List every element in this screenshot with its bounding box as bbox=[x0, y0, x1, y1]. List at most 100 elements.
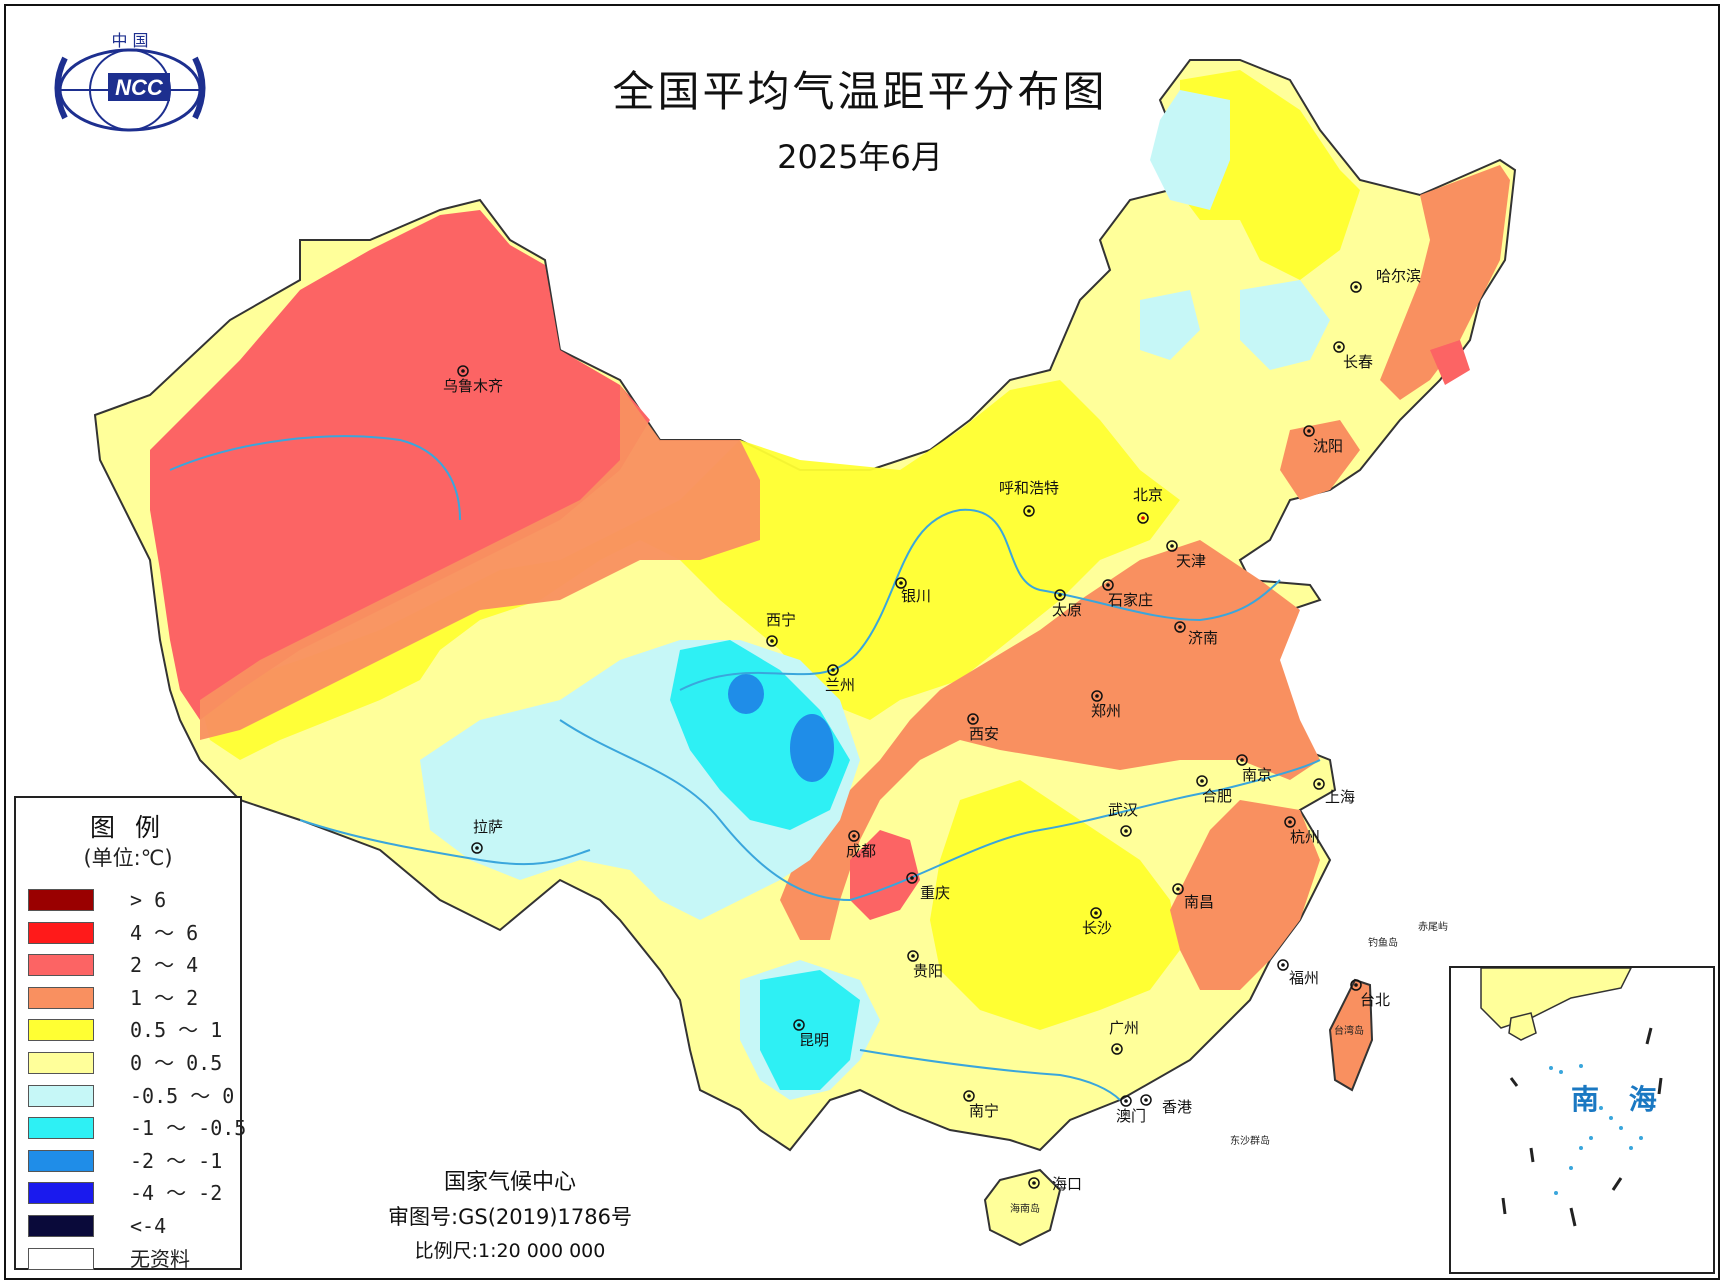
legend-label: -1 ～ -0.5 bbox=[130, 1116, 247, 1141]
zone-neg1-neg0p5-qinghai bbox=[670, 640, 850, 830]
city-label: 西安 bbox=[969, 725, 999, 743]
zone-0p5-1-north bbox=[200, 380, 1180, 760]
city-marker: 广州 bbox=[1109, 1019, 1139, 1055]
city-label: 南京 bbox=[1242, 766, 1272, 784]
city-marker: 长沙 bbox=[1082, 907, 1112, 937]
legend-row: -1 ～ -0.5 bbox=[28, 1114, 246, 1142]
city-label: 重庆 bbox=[920, 884, 950, 902]
city-marker: 呼和浩特 bbox=[999, 479, 1059, 517]
map-frame bbox=[4, 4, 1720, 1280]
island-label: 钓鱼岛 bbox=[1368, 936, 1398, 949]
city-marker: 福州 bbox=[1277, 959, 1319, 987]
logo-mark-text: NCC bbox=[115, 75, 164, 100]
city-label: 成都 bbox=[846, 842, 876, 860]
legend-row: <-4 bbox=[28, 1212, 238, 1240]
logo-top-text: 中 国 bbox=[111, 31, 148, 50]
city-marker: 兰州 bbox=[825, 664, 855, 694]
zone-1-2-northeast bbox=[1380, 165, 1510, 400]
legend-swatch bbox=[28, 1149, 94, 1172]
city-marker: 合肥 bbox=[1196, 775, 1232, 805]
island-label: 海南岛 bbox=[1010, 1202, 1040, 1215]
city-label: 北京 bbox=[1133, 486, 1163, 504]
zone-2-4-xinjiang bbox=[150, 210, 650, 720]
city-label: 澳门 bbox=[1116, 1107, 1146, 1125]
city-marker: 南宁 bbox=[963, 1090, 999, 1120]
city-marker: 太原 bbox=[1052, 589, 1082, 619]
legend-swatch bbox=[28, 986, 94, 1009]
city-marker: 哈尔滨 bbox=[1350, 267, 1421, 293]
city-label: 台北 bbox=[1360, 991, 1390, 1009]
taiwan-island bbox=[1328, 978, 1374, 1092]
city-marker: 石家庄 bbox=[1102, 579, 1153, 609]
city-marker: 重庆 bbox=[906, 872, 950, 902]
zone-1-2-central bbox=[780, 540, 1320, 940]
legend-unit: (单位:℃) bbox=[83, 846, 173, 870]
city-label: 长沙 bbox=[1082, 919, 1112, 937]
south-china-sea-inset: 南 海 bbox=[1449, 966, 1715, 1274]
legend-swatch bbox=[28, 921, 94, 944]
legend-label: 2 ～ 4 bbox=[130, 953, 199, 978]
city-label: 哈尔滨 bbox=[1376, 267, 1421, 285]
legend-row: -2 ～ -1 bbox=[28, 1147, 238, 1175]
legend-swatch bbox=[28, 1019, 94, 1042]
city-label: 西宁 bbox=[766, 611, 796, 629]
city-marker: 济南 bbox=[1174, 621, 1218, 647]
legend-label: 4 ～ 6 bbox=[130, 920, 199, 945]
zone-neg0p5-0-northeast-plain bbox=[1240, 280, 1330, 370]
city-label: 福州 bbox=[1289, 969, 1319, 987]
credit-organization: 国家气候中心 bbox=[443, 1170, 576, 1195]
city-marker: 杭州 bbox=[1284, 816, 1320, 846]
legend-swatch bbox=[28, 1052, 94, 1074]
zone-2-4-jilin bbox=[1430, 340, 1470, 385]
city-marker: 成都 bbox=[846, 830, 876, 860]
yangtze-river bbox=[559, 719, 1321, 902]
city-marker: 贵阳 bbox=[907, 950, 943, 980]
zone-1-2-northwest bbox=[200, 385, 760, 740]
city-label: 呼和浩特 bbox=[999, 479, 1059, 497]
legend-row: 0 ～ 0.5 bbox=[28, 1049, 238, 1077]
city-marker: 西安 bbox=[967, 713, 999, 743]
legend-row: 1 ～ 2 bbox=[28, 984, 238, 1012]
legend-title: 图 例 bbox=[90, 813, 166, 842]
zone-neg1-neg0p5-yunnan bbox=[760, 970, 860, 1090]
legend-row: > 6 bbox=[28, 886, 238, 914]
city-label: 南昌 bbox=[1184, 893, 1214, 911]
ncc-logo-icon: NCC 中 国 bbox=[54, 31, 206, 132]
city-label: 香港 bbox=[1162, 1098, 1192, 1116]
legend-swatch bbox=[28, 1215, 94, 1237]
legend-label: 0 ～ 0.5 bbox=[130, 1051, 223, 1075]
city-label: 兰州 bbox=[825, 676, 855, 694]
inset-map bbox=[1480, 968, 1663, 1227]
legend-label: <-4 bbox=[130, 1214, 167, 1238]
city-marker: 乌鲁木齐 bbox=[443, 365, 503, 395]
rivers bbox=[169, 435, 1321, 1101]
zone-2-4-sichuan bbox=[850, 830, 920, 920]
zone-neg0p5-0-heilongjiang bbox=[1150, 90, 1230, 210]
zone-neg0p5-0-inner-mongolia bbox=[1140, 290, 1200, 360]
city-marker: 昆明 bbox=[793, 1019, 829, 1049]
legend-label: 0.5 ～ 1 bbox=[130, 1018, 223, 1043]
city-label: 南宁 bbox=[969, 1102, 999, 1120]
city-marker: 南昌 bbox=[1172, 883, 1214, 911]
city-label: 武汉 bbox=[1108, 801, 1138, 819]
city-label: 广州 bbox=[1109, 1019, 1139, 1037]
zone-1-2-southeast bbox=[1170, 800, 1320, 990]
credits: 国家气候中心 审图号:GS(2019)1786号 比例尺:1:20 000 00… bbox=[360, 1166, 660, 1268]
hainan-island bbox=[983, 1168, 1062, 1247]
yellow-river bbox=[679, 508, 1281, 691]
city-label: 杭州 bbox=[1290, 828, 1320, 846]
city-marker: 上海 bbox=[1313, 778, 1355, 806]
legend-swatch bbox=[28, 1117, 94, 1140]
pearl-river bbox=[859, 1049, 1121, 1101]
city-label: 银川 bbox=[901, 587, 931, 605]
legend-swatch bbox=[28, 954, 94, 977]
legend-row: 0.5 ～ 1 bbox=[28, 1016, 238, 1044]
city-label: 贵阳 bbox=[913, 962, 943, 980]
inset-label: 南 海 bbox=[1571, 1083, 1667, 1116]
city-label: 济南 bbox=[1188, 629, 1218, 647]
city-marker: 长春 bbox=[1333, 341, 1373, 371]
city-marker: 澳门 bbox=[1116, 1095, 1146, 1125]
legend-label: > 6 bbox=[130, 888, 167, 912]
legend-swatch bbox=[28, 1182, 94, 1205]
